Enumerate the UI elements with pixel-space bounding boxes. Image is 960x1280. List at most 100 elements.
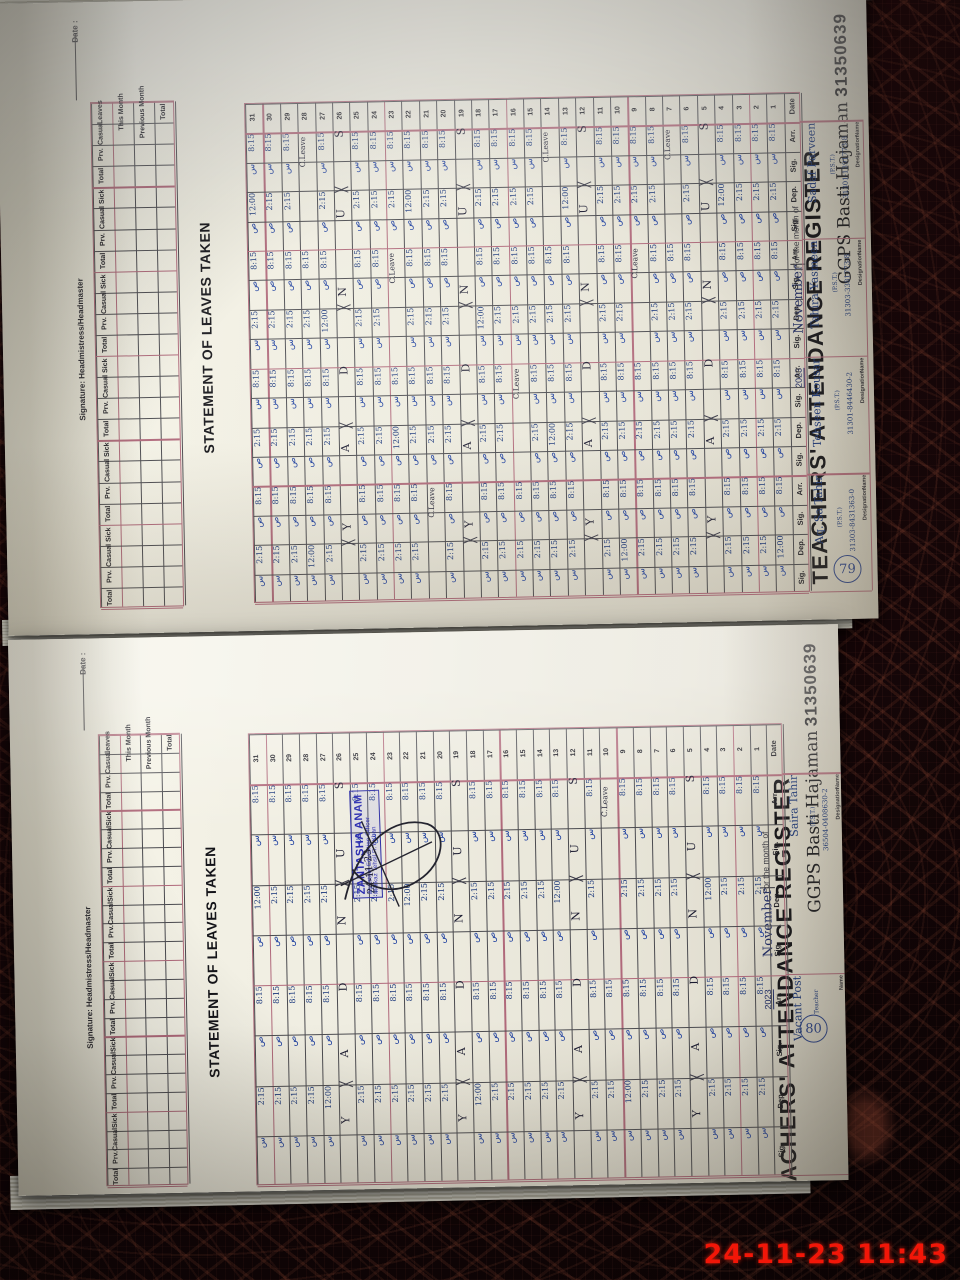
handwritten-value: 12:00: [776, 535, 786, 558]
handwritten-value: C.Leave: [511, 368, 520, 398]
handwritten-value: 2:15: [440, 1083, 450, 1101]
handwritten-value: 2:15: [290, 1086, 300, 1104]
handwritten-value: 8:15: [768, 124, 777, 142]
handwritten-value: 2:15: [615, 303, 624, 321]
teacher-signature-mark: ص: [589, 1030, 599, 1041]
name-band-divider: [790, 1174, 848, 1176]
handwritten-value: 8:15: [484, 781, 494, 799]
name-band-divider: [803, 238, 865, 241]
teacher-signature-mark: ص: [723, 507, 733, 518]
sunday-label-letter: A: [460, 442, 473, 450]
handwritten-value: 8:15: [633, 362, 643, 380]
sunday-strike: [576, 125, 594, 243]
handwritten-value: 8:15: [547, 364, 556, 382]
date-cell: 12: [574, 96, 592, 126]
handwritten-value: 2:15: [273, 1086, 282, 1104]
teacher-signature-mark: ص: [480, 512, 490, 523]
teacher-signature-mark: ص: [440, 219, 450, 230]
teacher-signature-mark: س: [668, 332, 678, 343]
handwritten-value: 2:15: [617, 421, 626, 439]
handwritten-value: 8:15: [316, 133, 326, 151]
teacher-signature-mark: س: [708, 1128, 718, 1139]
designation-field-label: Designation: [857, 254, 864, 286]
name-band-divider: [808, 473, 870, 476]
handwritten-value: 12:00: [476, 306, 485, 329]
teacher-signature-mark: ص: [323, 456, 333, 467]
sunday-label-letter: Y: [340, 522, 353, 530]
handwritten-value: 2:15: [407, 1084, 416, 1102]
leaves-col-header-total: Total: [102, 941, 123, 960]
handwritten-value: 8:15: [301, 784, 310, 802]
teacher-signature-mark: ص: [704, 927, 714, 938]
teacher-signature-mark: ص: [554, 930, 564, 941]
sunday-label-letter: Y: [573, 1112, 586, 1120]
date-cell: 23: [381, 731, 399, 782]
handwritten-value: 8:15: [722, 977, 731, 995]
handwritten-value: 8:15: [507, 129, 516, 147]
handwritten-value: 8:15: [505, 982, 514, 1000]
teacher-signature-mark: ص: [471, 932, 481, 943]
handwritten-value: 8:15: [373, 367, 382, 385]
teacher-signature-mark: ص: [618, 450, 628, 461]
handwritten-value: 2:15: [586, 879, 596, 897]
date-cell: 13: [548, 727, 566, 778]
teacher-signature-mark: ص: [404, 933, 414, 944]
teacher-signature-mark: س: [585, 829, 595, 840]
teacher-signature-mark: ص: [270, 936, 280, 947]
handwritten-value: 2:15: [255, 546, 264, 564]
teacher-signature-mark: س: [426, 395, 436, 406]
handwritten-value: 8:15: [420, 131, 429, 149]
handwritten-value: 8:15: [281, 133, 291, 151]
teacher-signature-mark: س: [551, 569, 561, 580]
column-header-dep: Dep.: [768, 874, 786, 925]
column-header-arr: Arr.: [786, 239, 804, 269]
teacher-signature-mark: ص: [758, 506, 768, 517]
column-header-dep: Dep.: [791, 533, 809, 563]
handwritten-value: 2:15: [612, 186, 622, 204]
handwritten-value: 2:15: [478, 424, 487, 442]
handwritten-value: 2:15: [674, 1079, 684, 1097]
teacher-name: Vacant Post: [791, 976, 805, 1041]
handwritten-value: 8:15: [372, 984, 381, 1002]
handwritten-value: 8:15: [544, 246, 553, 264]
handwritten-value: 8:15: [651, 778, 660, 796]
sunday-label-letter: A: [704, 437, 717, 445]
teacher-signature-mark: س: [616, 333, 626, 344]
handwritten-value: 2:15: [394, 543, 404, 561]
teacher-signature-mark: ص: [506, 1032, 516, 1043]
handwritten-value: 8:15: [614, 245, 623, 263]
handwritten-value: 12:00: [248, 193, 258, 216]
handwritten-value: 2:15: [252, 428, 262, 446]
teacher-signature-mark: ص: [250, 281, 260, 292]
handwritten-value: 2:15: [655, 538, 664, 556]
teacher-signature-mark: ص: [422, 219, 432, 230]
handwritten-value: 8:15: [753, 242, 762, 260]
handwritten-value: 2:15: [734, 183, 743, 201]
handwritten-value: 8:15: [252, 370, 261, 388]
teacher-signature-mark: ص: [411, 513, 421, 524]
handwritten-value: 8:15: [635, 778, 644, 796]
teacher-signature-mark: س: [563, 334, 573, 345]
leaves-col-header-casual: Casual: [105, 1129, 126, 1148]
handwritten-value: 2:15: [446, 542, 455, 560]
leaves-col-header-prv: Prv.: [91, 144, 112, 165]
teacher-signature-mark: ص: [548, 452, 558, 463]
handwritten-value: 8:15: [668, 361, 678, 379]
sunday-label-letter: D: [337, 366, 350, 375]
teacher-signature-mark: س: [756, 389, 766, 400]
handwritten-value: 12:00: [307, 545, 316, 568]
handwritten-value: 8:15: [480, 483, 489, 501]
date-cell: 3: [730, 93, 748, 123]
name-field-label: Name: [857, 240, 863, 255]
date-cell: 28: [298, 732, 316, 783]
sunday-strike: [340, 483, 358, 601]
teacher-signature-mark: ص: [606, 1030, 616, 1041]
sunday-label-letter: N: [336, 287, 349, 297]
sunday-label-letter: A: [338, 1050, 351, 1058]
leaves-col-header-prv: Prv.: [93, 228, 114, 249]
teacher-signature-mark: ص: [427, 454, 437, 465]
handwritten-value: 2:15: [757, 1077, 766, 1095]
handwritten-value: 2:15: [771, 300, 780, 318]
handwritten-value: 2:15: [503, 881, 512, 899]
handwritten-value: 8:15: [247, 134, 257, 152]
